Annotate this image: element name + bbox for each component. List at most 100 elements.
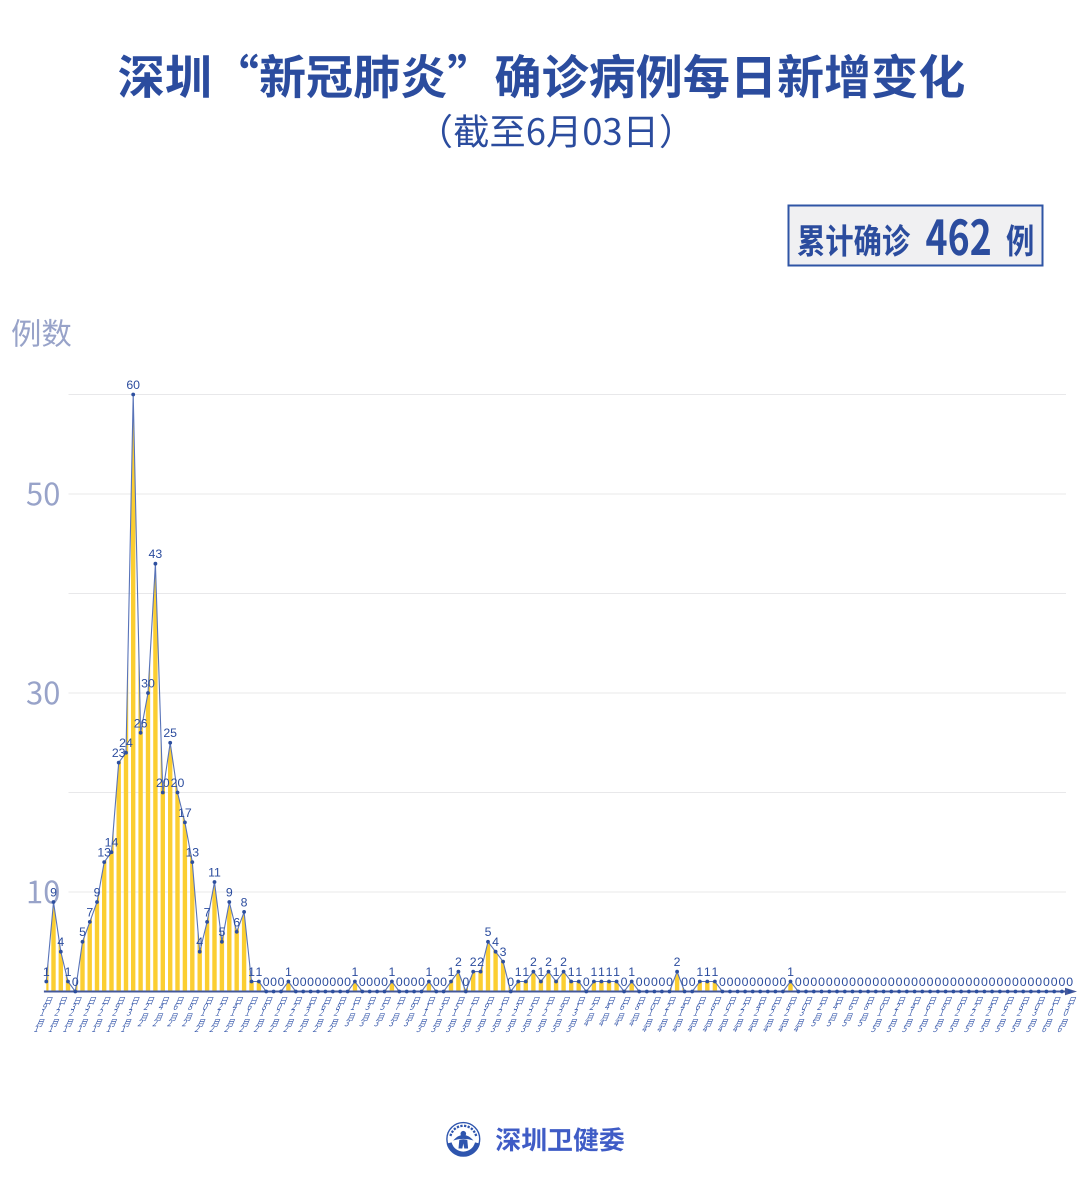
svg-text:0: 0 <box>1004 975 1011 989</box>
svg-text:0: 0 <box>72 975 79 989</box>
svg-text:5: 5 <box>218 925 225 939</box>
svg-text:23: 23 <box>112 746 126 760</box>
svg-text:0: 0 <box>411 975 418 989</box>
svg-text:0: 0 <box>270 975 277 989</box>
svg-text:30: 30 <box>141 677 155 691</box>
svg-text:0: 0 <box>1051 975 1058 989</box>
svg-text:6: 6 <box>233 915 240 929</box>
svg-text:4: 4 <box>492 935 499 949</box>
svg-text:0: 0 <box>658 975 665 989</box>
svg-text:0: 0 <box>857 975 864 989</box>
svg-text:0: 0 <box>834 975 841 989</box>
svg-text:0: 0 <box>996 975 1003 989</box>
svg-text:0: 0 <box>396 975 403 989</box>
svg-text:0: 0 <box>865 975 872 989</box>
svg-text:1: 1 <box>448 965 455 979</box>
svg-text:0: 0 <box>507 975 514 989</box>
svg-text:0: 0 <box>826 975 833 989</box>
svg-text:2: 2 <box>560 955 567 969</box>
svg-text:2: 2 <box>455 955 462 969</box>
svg-text:0: 0 <box>366 975 373 989</box>
svg-text:1: 1 <box>425 965 432 979</box>
svg-text:0: 0 <box>911 975 918 989</box>
svg-text:2: 2 <box>470 955 477 969</box>
svg-text:0: 0 <box>344 975 351 989</box>
svg-text:0: 0 <box>666 975 673 989</box>
svg-text:2: 2 <box>477 955 484 969</box>
svg-text:8: 8 <box>241 895 248 909</box>
svg-text:1: 1 <box>43 965 50 979</box>
svg-text:4: 4 <box>196 935 203 949</box>
svg-text:0: 0 <box>764 975 771 989</box>
svg-text:0: 0 <box>919 975 926 989</box>
svg-text:0: 0 <box>1043 975 1050 989</box>
svg-text:0: 0 <box>803 975 810 989</box>
svg-text:0: 0 <box>810 975 817 989</box>
svg-text:2: 2 <box>545 955 552 969</box>
svg-text:0: 0 <box>795 975 802 989</box>
svg-text:0: 0 <box>818 975 825 989</box>
svg-text:0: 0 <box>903 975 910 989</box>
svg-text:9: 9 <box>50 886 57 900</box>
svg-text:0: 0 <box>749 975 756 989</box>
svg-text:0: 0 <box>583 975 590 989</box>
svg-text:1: 1 <box>285 965 292 979</box>
svg-text:0: 0 <box>1035 975 1042 989</box>
svg-text:0: 0 <box>403 975 410 989</box>
svg-text:0: 0 <box>292 975 299 989</box>
svg-text:0: 0 <box>734 975 741 989</box>
svg-text:0: 0 <box>681 975 688 989</box>
svg-text:1: 1 <box>711 965 718 979</box>
svg-text:0: 0 <box>322 975 329 989</box>
svg-text:43: 43 <box>149 547 163 561</box>
svg-text:60: 60 <box>126 378 140 392</box>
svg-text:13: 13 <box>185 846 199 860</box>
svg-text:0: 0 <box>727 975 734 989</box>
svg-text:13: 13 <box>97 846 111 860</box>
svg-text:26: 26 <box>134 716 148 730</box>
svg-text:1: 1 <box>522 965 529 979</box>
svg-text:14: 14 <box>105 836 119 850</box>
svg-text:20: 20 <box>171 776 185 790</box>
svg-text:0: 0 <box>1027 975 1034 989</box>
svg-text:0: 0 <box>1058 975 1065 989</box>
svg-text:4: 4 <box>57 935 64 949</box>
svg-text:0: 0 <box>872 975 879 989</box>
svg-text:1: 1 <box>255 965 262 979</box>
svg-text:9: 9 <box>226 886 233 900</box>
svg-text:9: 9 <box>94 886 101 900</box>
svg-text:1: 1 <box>613 965 620 979</box>
svg-text:0: 0 <box>307 975 314 989</box>
svg-text:0: 0 <box>958 975 965 989</box>
svg-text:1: 1 <box>787 965 794 979</box>
svg-text:0: 0 <box>300 975 307 989</box>
svg-text:0: 0 <box>462 975 469 989</box>
svg-text:0: 0 <box>896 975 903 989</box>
svg-text:0: 0 <box>965 975 972 989</box>
svg-text:0: 0 <box>757 975 764 989</box>
svg-text:0: 0 <box>433 975 440 989</box>
svg-text:0: 0 <box>1012 975 1019 989</box>
svg-text:0: 0 <box>440 975 447 989</box>
svg-text:1: 1 <box>606 965 613 979</box>
svg-text:0: 0 <box>418 975 425 989</box>
svg-text:0: 0 <box>643 975 650 989</box>
svg-text:0: 0 <box>942 975 949 989</box>
svg-text:0: 0 <box>989 975 996 989</box>
svg-text:1: 1 <box>537 965 544 979</box>
svg-text:1: 1 <box>598 965 605 979</box>
svg-text:0: 0 <box>841 975 848 989</box>
svg-text:0: 0 <box>779 975 786 989</box>
svg-text:1: 1 <box>696 965 703 979</box>
svg-text:0: 0 <box>1020 975 1027 989</box>
svg-text:5: 5 <box>485 925 492 939</box>
svg-text:0: 0 <box>927 975 934 989</box>
svg-text:0: 0 <box>973 975 980 989</box>
svg-text:1: 1 <box>351 965 358 979</box>
svg-text:24: 24 <box>119 736 133 750</box>
svg-text:0: 0 <box>315 975 322 989</box>
svg-text:0: 0 <box>651 975 658 989</box>
svg-text:20: 20 <box>156 776 170 790</box>
svg-text:2: 2 <box>674 955 681 969</box>
svg-text:1: 1 <box>628 965 635 979</box>
